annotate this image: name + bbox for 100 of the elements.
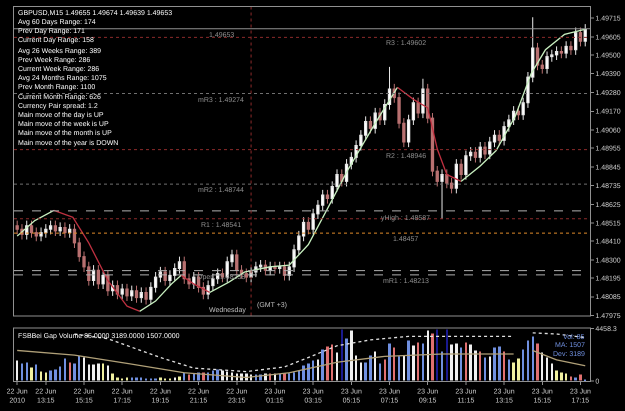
bar — [450, 344, 453, 381]
bar — [422, 344, 424, 381]
bar — [111, 374, 114, 381]
candlestick — [416, 97, 420, 119]
bar — [64, 358, 66, 381]
candlestick — [421, 78, 425, 119]
candlestick — [440, 168, 444, 220]
bar — [560, 372, 563, 381]
bar — [135, 378, 138, 381]
bar — [489, 356, 491, 381]
bar — [522, 350, 524, 381]
candlestick — [273, 261, 277, 274]
candlestick — [235, 249, 238, 276]
bar — [302, 366, 305, 381]
bar — [388, 344, 391, 381]
candlestick — [306, 216, 310, 235]
bar — [298, 370, 300, 381]
bar — [498, 346, 501, 381]
candlestick — [63, 222, 67, 238]
bar — [126, 378, 128, 381]
bar — [412, 346, 415, 381]
bar — [493, 348, 496, 381]
bar — [131, 378, 133, 381]
bar — [350, 330, 353, 381]
candlestick — [130, 285, 134, 302]
bar — [188, 374, 190, 381]
candlestick — [388, 66, 392, 110]
bar — [73, 364, 76, 381]
bar — [465, 342, 467, 381]
bar — [364, 362, 367, 381]
candlestick — [140, 286, 143, 304]
bar — [551, 364, 553, 381]
bar — [474, 350, 477, 381]
bar — [508, 360, 510, 381]
bar — [59, 366, 61, 381]
bar — [441, 352, 443, 381]
candlestick — [326, 189, 330, 204]
bar — [92, 364, 95, 381]
bar — [345, 338, 348, 381]
candlestick — [68, 224, 72, 238]
bar — [283, 374, 286, 381]
bar — [83, 358, 85, 381]
candlestick — [368, 116, 372, 134]
candlestick — [483, 142, 487, 160]
bar — [317, 360, 319, 381]
bar — [384, 360, 386, 381]
candlestick — [163, 266, 167, 286]
candlestick — [498, 130, 501, 146]
bar — [54, 370, 57, 381]
bar — [97, 364, 100, 381]
candlestick — [459, 158, 463, 180]
line-series — [16, 350, 514, 378]
bar — [369, 356, 372, 381]
candlestick — [560, 46, 564, 59]
bar — [40, 372, 42, 381]
bar — [527, 340, 529, 381]
bar — [21, 364, 23, 381]
bar — [312, 360, 314, 381]
candlestick — [569, 40, 573, 56]
bar — [536, 344, 539, 381]
bar — [570, 376, 572, 381]
bar — [159, 378, 162, 381]
bar — [336, 352, 338, 381]
bar — [102, 364, 104, 381]
bar — [546, 358, 548, 381]
bar — [88, 364, 90, 381]
candlestick — [574, 27, 578, 56]
bar — [45, 372, 47, 381]
bar — [178, 376, 181, 381]
candlestick — [134, 285, 138, 304]
candlestick — [58, 222, 62, 237]
candlestick — [125, 283, 129, 302]
bar — [484, 358, 486, 381]
line-series — [396, 86, 462, 182]
bar — [460, 348, 462, 381]
candlestick — [278, 261, 282, 274]
bar — [532, 336, 534, 381]
bar — [321, 350, 324, 381]
bar — [355, 356, 357, 381]
bar — [579, 374, 582, 381]
candlestick — [101, 270, 105, 290]
candlestick — [564, 40, 568, 59]
bar — [374, 352, 376, 381]
bar — [565, 374, 567, 381]
candlestick — [96, 264, 100, 290]
bar — [512, 362, 515, 381]
bar — [398, 356, 400, 381]
bar — [174, 378, 176, 381]
candlestick — [474, 146, 478, 164]
bar — [360, 362, 362, 381]
bar — [431, 334, 434, 381]
bar — [541, 352, 543, 381]
bar — [16, 360, 18, 381]
bar — [326, 346, 329, 381]
bar — [341, 330, 343, 381]
bar — [379, 364, 381, 381]
candlestick — [454, 158, 458, 194]
bar — [331, 344, 333, 381]
bar — [193, 374, 195, 381]
bar — [140, 378, 142, 381]
